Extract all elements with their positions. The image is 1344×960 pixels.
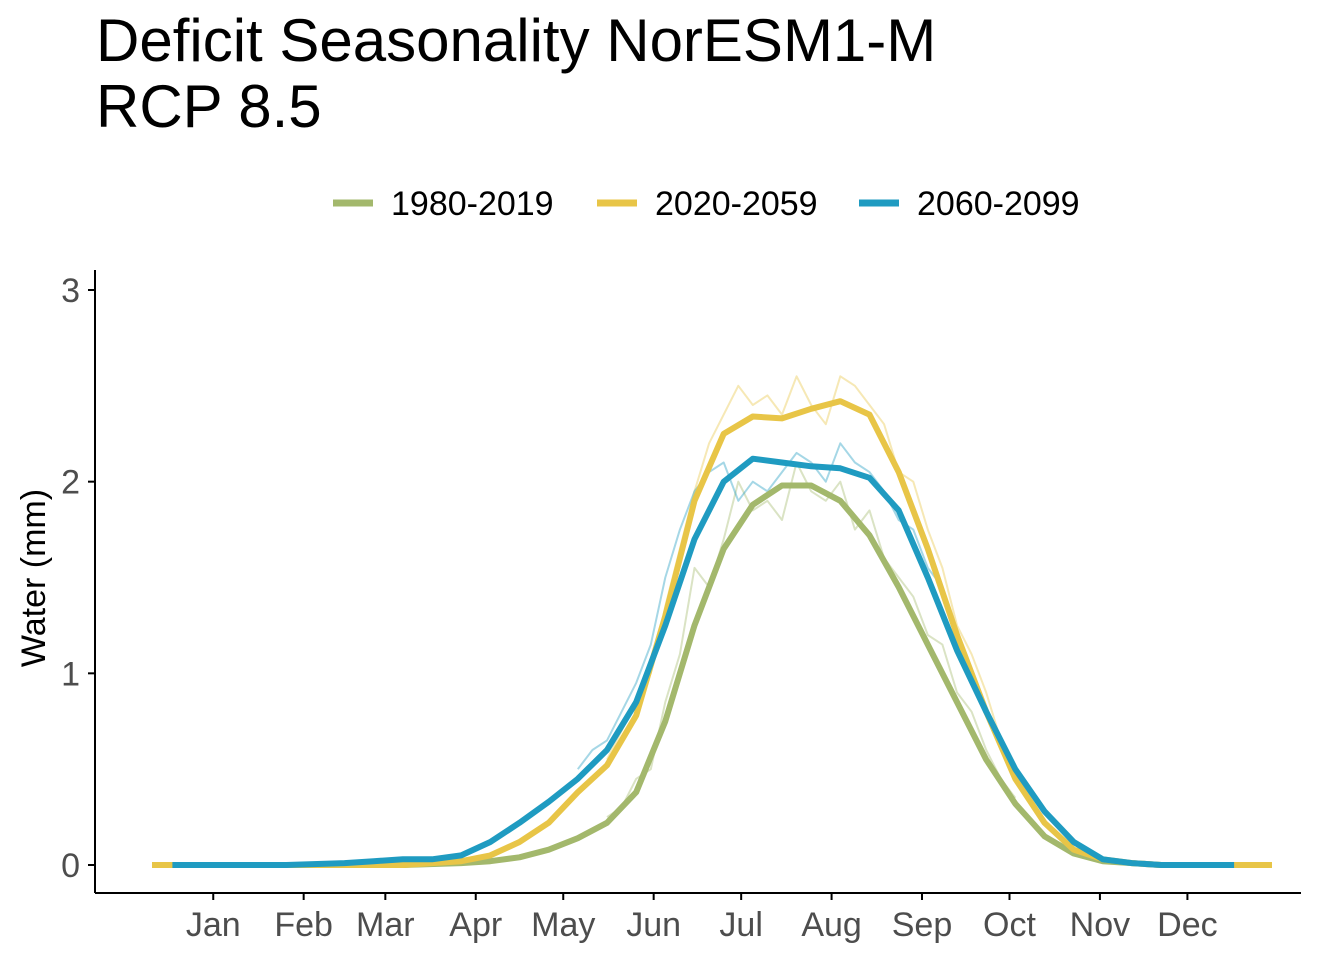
legend: 1980-2019 2020-2059 2060-2099 <box>333 185 1080 223</box>
x-tick-label: Mar <box>356 906 415 944</box>
series-raw-line-1980-2019 <box>606 461 1017 818</box>
series-line-2060-2099 <box>172 455 1235 868</box>
x-tick-label: Jan <box>186 906 241 944</box>
chart-title: Deficit Seasonality NorESM1-M RCP 8.5 <box>96 7 937 140</box>
raw-lines-layer <box>577 375 1017 818</box>
x-tick-label: Jul <box>719 906 762 944</box>
x-tick-label: Nov <box>1070 906 1130 944</box>
x-ticks: Jan Feb Mar Apr May Jun Jul Aug Sep Oct Nov Dec <box>186 893 1218 944</box>
y-ticks: 0 1 2 3 <box>61 272 95 885</box>
x-tick-label: Oct <box>983 906 1036 944</box>
y-tick-label: 3 <box>61 272 80 310</box>
x-tick-label: Feb <box>274 906 333 944</box>
y-tick-label: 1 <box>61 655 80 693</box>
smooth-lines-layer <box>152 398 1272 868</box>
y-tick-label: 0 <box>61 847 80 885</box>
x-tick-label: Aug <box>801 906 862 944</box>
x-tick-label: Jun <box>626 906 681 944</box>
series-line-1980-2019 <box>172 482 1235 868</box>
series-line-2020-2059 <box>152 398 1272 868</box>
legend-label: 2060-2099 <box>917 185 1080 223</box>
legend-label: 2020-2059 <box>655 185 818 223</box>
x-tick-label: Apr <box>449 906 502 944</box>
y-tick-label: 2 <box>61 464 80 502</box>
x-tick-label: Dec <box>1157 906 1217 944</box>
y-axis-label: Water (mm) <box>15 489 53 667</box>
x-tick-label: May <box>531 906 595 944</box>
legend-label: 1980-2019 <box>391 185 554 223</box>
x-tick-label: Sep <box>892 906 953 944</box>
